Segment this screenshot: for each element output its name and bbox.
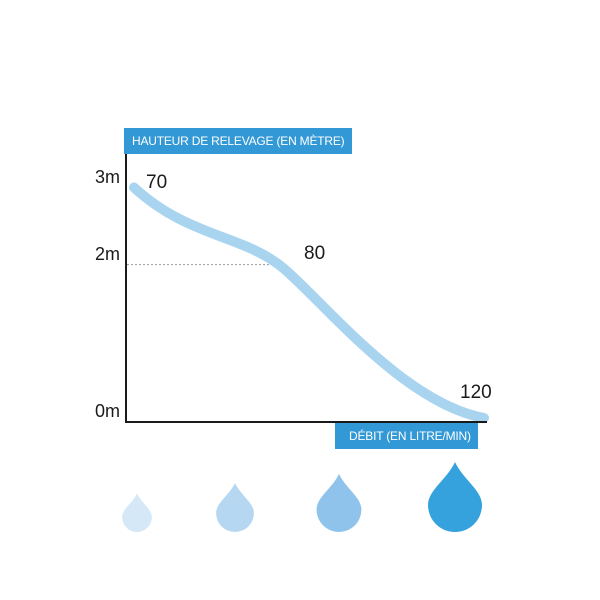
y-axis-title: HAUTEUR DE RELEVAGE (EN MÈTRE) [124,128,353,154]
x-axis-title: DÉBIT (EN LITRE/MIN) [335,423,478,449]
data-label: 70 [146,172,168,193]
water-drop-icon [316,473,362,532]
data-label: 80 [304,242,326,264]
flow-drops [122,462,482,532]
y-tick-label: 3m [94,167,120,187]
y-tick-label: 0m [94,401,120,421]
series-line [129,182,489,423]
water-drop-icon [122,493,152,532]
water-drop-icon [216,483,254,532]
water-drop-icon [428,462,482,532]
data-label: 120 [460,382,492,403]
y-tick-label: 2m [94,243,120,264]
